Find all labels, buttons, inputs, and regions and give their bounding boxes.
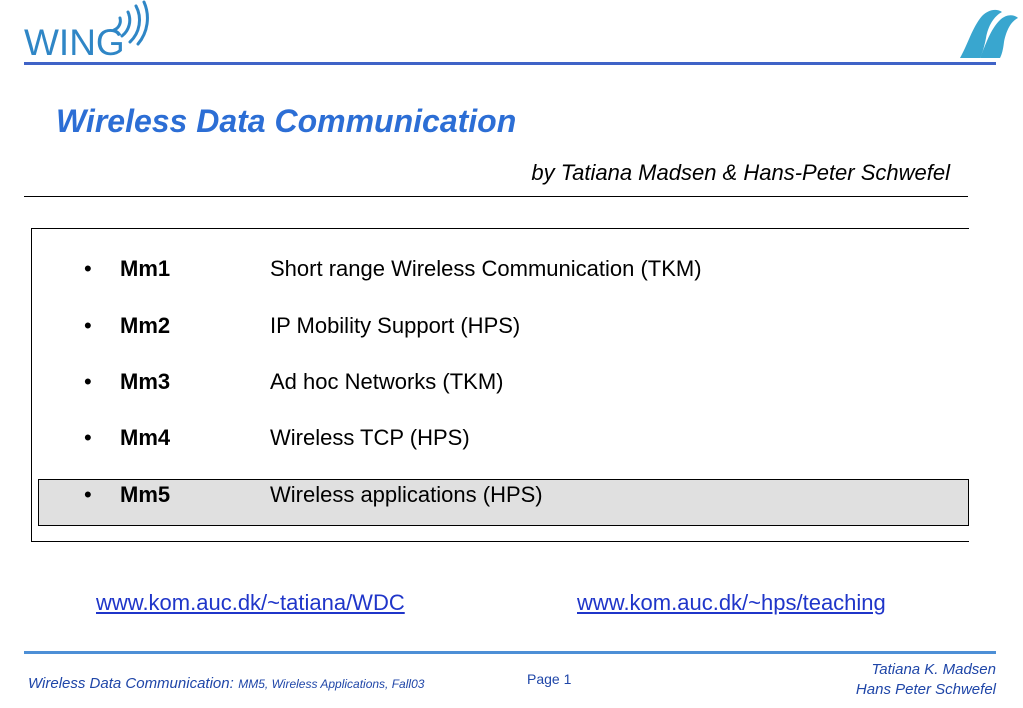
footer-course: Wireless Data Communication: — [28, 675, 234, 692]
page-number: Page 1 — [527, 671, 572, 687]
module-item-mm2: • Mm2 IP Mobility Support (HPS) — [0, 313, 1000, 343]
wing-logo-text: WING — [24, 22, 125, 63]
footer-course-info: Wireless Data Communication: MM5, Wirele… — [28, 675, 424, 693]
title-divider — [24, 196, 968, 197]
module-title: IP Mobility Support (HPS) — [270, 313, 521, 338]
module-code: Mm3 — [120, 369, 171, 394]
module-title: Short range Wireless Communication (TKM) — [270, 256, 702, 281]
slide-authors: by Tatiana Madsen & Hans-Peter Schwefel — [531, 160, 950, 185]
slide-title: Wireless Data Communication — [56, 103, 517, 139]
footer-authors: Tatiana K. Madsen Hans Peter Schwefel — [856, 660, 996, 700]
tatiana-course-link[interactable]: www.kom.auc.dk/~tatiana/WDC — [96, 590, 405, 615]
module-title: Ad hoc Networks (TKM) — [270, 369, 504, 394]
module-item-mm3: • Mm3 Ad hoc Networks (TKM) — [0, 369, 1000, 399]
footer-author-1: Tatiana K. Madsen — [871, 661, 996, 678]
module-item-mm1: • Mm1 Short range Wireless Communication… — [0, 256, 1000, 286]
footer-lecture: MM5, Wireless Applications, Fall03 — [238, 677, 425, 691]
module-title: Wireless TCP (HPS) — [270, 425, 470, 450]
module-code: Mm1 — [120, 256, 171, 281]
header-rule — [24, 62, 996, 65]
bullet: • — [84, 256, 92, 281]
footer-author-2: Hans Peter Schwefel — [855, 681, 996, 698]
module-item-mm4: • Mm4 Wireless TCP (HPS) — [0, 425, 1000, 455]
bullet: • — [84, 369, 92, 394]
module-list-frame — [31, 228, 969, 542]
module-title: Wireless applications (HPS) — [270, 482, 543, 507]
wave-logo-icon — [960, 9, 1018, 58]
module-code: Mm4 — [120, 425, 171, 450]
current-module-highlight — [38, 479, 969, 526]
module-code: Mm5 — [120, 482, 171, 507]
footer-rule — [24, 651, 996, 654]
hps-teaching-link[interactable]: www.kom.auc.dk/~hps/teaching — [577, 590, 886, 615]
bullet: • — [84, 425, 92, 450]
module-item-mm5: • Mm5 Wireless applications (HPS) — [0, 482, 1000, 512]
module-code: Mm2 — [120, 313, 171, 338]
bullet: • — [84, 482, 92, 507]
wing-logo-icon — [112, 0, 149, 46]
bullet: • — [84, 313, 92, 338]
